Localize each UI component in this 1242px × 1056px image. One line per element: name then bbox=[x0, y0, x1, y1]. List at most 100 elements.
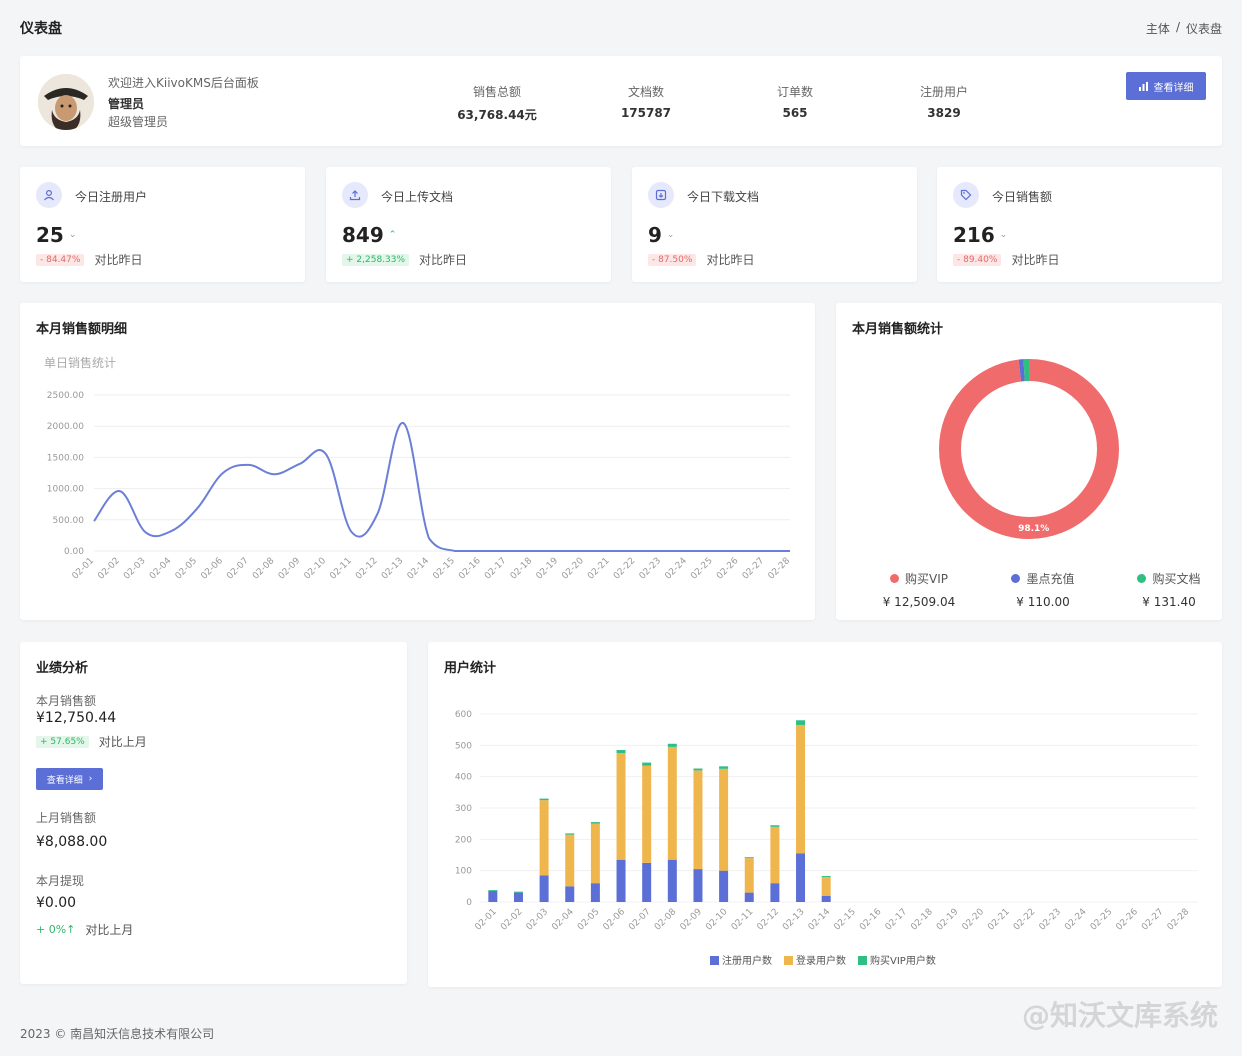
x-tick-label: 02-12 bbox=[354, 556, 380, 582]
bar-segment bbox=[667, 746, 677, 860]
card-value: 9 bbox=[648, 223, 662, 247]
x-tick-label: 02-10 bbox=[704, 907, 730, 933]
sales-detail-card: 本月销售额明细 单日销售统计 0.00 500.00 1000.00 1500.00 2… bbox=[20, 303, 815, 620]
last-month-label: 上月销售额 bbox=[36, 811, 97, 825]
today-stat-card: 今日下载文档 9 ⌄ - 87.50% 对比昨日 bbox=[632, 167, 917, 282]
performance-details-button[interactable]: 查看详细 › bbox=[36, 768, 103, 790]
daily-sales-line-chart: 0.00 500.00 1000.00 1500.00 2000.00 2500.00 02… bbox=[47, 391, 793, 582]
stat-doc-count: 文档数 175787 bbox=[586, 83, 706, 120]
x-tick-label: 02-09 bbox=[679, 907, 705, 933]
x-tick-label: 02-26 bbox=[715, 556, 741, 582]
legend-item[interactable]: 墨点充值 ¥ 110.00 bbox=[998, 570, 1088, 609]
stat-label: 注册用户 bbox=[919, 85, 968, 99]
x-tick-label: 02-05 bbox=[174, 556, 200, 582]
today-stat-card: 今日上传文档 849 ⌃ + 2,258.33% 对比昨日 bbox=[326, 167, 611, 282]
x-tick-label: 02-01 bbox=[71, 556, 97, 582]
x-tick-label: 02-18 bbox=[909, 907, 935, 933]
x-tick-label: 02-02 bbox=[96, 556, 122, 582]
breadcrumb: 主体 / 仪表盘 bbox=[1146, 20, 1222, 37]
stat-order-count: 订单数 565 bbox=[735, 83, 855, 120]
x-tick-label: 02-20 bbox=[961, 907, 987, 933]
card-title: 今日上传文档 bbox=[381, 190, 454, 204]
pie-slice bbox=[939, 359, 1119, 539]
breadcrumb-home-link[interactable]: 主体 bbox=[1145, 22, 1170, 36]
stat-label: 销售总额 bbox=[472, 85, 521, 99]
y-tick-label: 1500.00 bbox=[47, 453, 84, 463]
x-tick-label: 02-12 bbox=[755, 907, 781, 933]
x-tick-label: 02-13 bbox=[781, 907, 807, 933]
stat-value: 3829 bbox=[927, 106, 961, 120]
bar-chart-icon bbox=[1138, 81, 1148, 91]
compare-label: 对比昨日 bbox=[706, 253, 755, 267]
x-tick-label: 02-11 bbox=[328, 556, 354, 582]
x-tick-label: 02-28 bbox=[1166, 907, 1192, 933]
x-tick-label: 02-04 bbox=[148, 556, 174, 582]
month-change-badge: + 57.65% bbox=[36, 735, 89, 748]
x-tick-label: 02-02 bbox=[499, 907, 525, 933]
x-tick-label: 02-14 bbox=[406, 556, 432, 582]
bar-segment bbox=[565, 834, 575, 887]
y-tick-label: 200 bbox=[455, 835, 472, 845]
legend-dot bbox=[890, 574, 899, 583]
legend-dot bbox=[1137, 574, 1147, 583]
x-tick-label: 02-04 bbox=[550, 907, 576, 933]
x-tick-label: 02-24 bbox=[1063, 907, 1089, 933]
x-tick-label: 02-08 bbox=[653, 907, 679, 933]
bar-segment bbox=[539, 798, 549, 801]
legend-value: ¥ 12,509.04 bbox=[882, 595, 956, 609]
bar-segment bbox=[719, 870, 729, 902]
card-title: 用户统计 bbox=[444, 661, 497, 676]
legend-label: 登录用户数 bbox=[796, 954, 846, 967]
pie-slice bbox=[939, 359, 1119, 539]
legend-label: 购买文档 bbox=[1152, 572, 1201, 586]
bar-segment bbox=[513, 892, 523, 902]
bar-segment bbox=[821, 876, 831, 896]
bar-segment bbox=[770, 883, 780, 902]
card-title: 今日注册用户 bbox=[75, 190, 148, 204]
slice-label: 98.1% bbox=[1018, 524, 1049, 534]
last-month-value: ¥8,088.00 bbox=[36, 834, 108, 850]
stat-registered-users: 注册用户 3829 bbox=[884, 83, 1004, 120]
legend-item[interactable]: 购买文档 ¥ 131.40 bbox=[1124, 570, 1214, 609]
change-badge: - 87.50% bbox=[648, 253, 697, 266]
profile-role: 超级管理员 bbox=[108, 115, 169, 129]
withdraw-change: + 0%↑ bbox=[36, 923, 76, 936]
withdraw-value: ¥0.00 bbox=[36, 895, 77, 911]
x-tick-label: 02-06 bbox=[602, 907, 628, 933]
x-tick-label: 02-21 bbox=[586, 556, 612, 582]
y-tick-label: 300 bbox=[455, 804, 472, 814]
bar-segment bbox=[565, 833, 575, 835]
stat-value: 63,768.44元 bbox=[457, 108, 537, 122]
card-title: 今日下载文档 bbox=[687, 190, 760, 204]
bar-segment bbox=[590, 822, 600, 824]
bar-segment bbox=[667, 859, 677, 902]
legend-swatch bbox=[858, 956, 867, 965]
x-tick-label: 02-18 bbox=[509, 556, 535, 582]
stat-total-sales: 销售总额 63,768.44元 bbox=[437, 83, 557, 123]
page-title: 仪表盘 bbox=[20, 21, 62, 37]
x-tick-label: 02-24 bbox=[663, 556, 689, 582]
bar-segment bbox=[488, 890, 498, 892]
legend-item[interactable]: 购买VIP ¥ 12,509.04 bbox=[874, 570, 964, 609]
x-tick-label: 02-16 bbox=[457, 556, 483, 582]
bar-segment bbox=[796, 724, 806, 854]
footer-copyright: 2023 © 南昌知沃信息技术有限公司 bbox=[20, 1027, 215, 1041]
view-details-button[interactable]: 查看详细 bbox=[1126, 72, 1206, 100]
stat-value: 565 bbox=[782, 106, 808, 120]
bar-segment bbox=[693, 869, 703, 902]
tag-icon bbox=[953, 182, 979, 208]
x-tick-label: 02-25 bbox=[689, 556, 715, 582]
change-badge: + 2,258.33% bbox=[342, 253, 410, 266]
user-stats-card: 用户统计 0 100 200 300 400 500 600 02-01 02-02 02-03 0… bbox=[428, 642, 1222, 987]
card-value: 849 bbox=[342, 223, 384, 247]
bar-segment bbox=[539, 800, 549, 876]
x-tick-label: 02-15 bbox=[431, 556, 457, 582]
bar-segment bbox=[796, 720, 806, 725]
x-tick-label: 02-03 bbox=[122, 556, 148, 582]
button-label: 查看详细 bbox=[46, 775, 83, 786]
upload-icon bbox=[342, 182, 368, 208]
x-tick-label: 02-22 bbox=[612, 556, 638, 582]
stat-label: 订单数 bbox=[776, 85, 813, 99]
bar-segment bbox=[744, 858, 754, 893]
